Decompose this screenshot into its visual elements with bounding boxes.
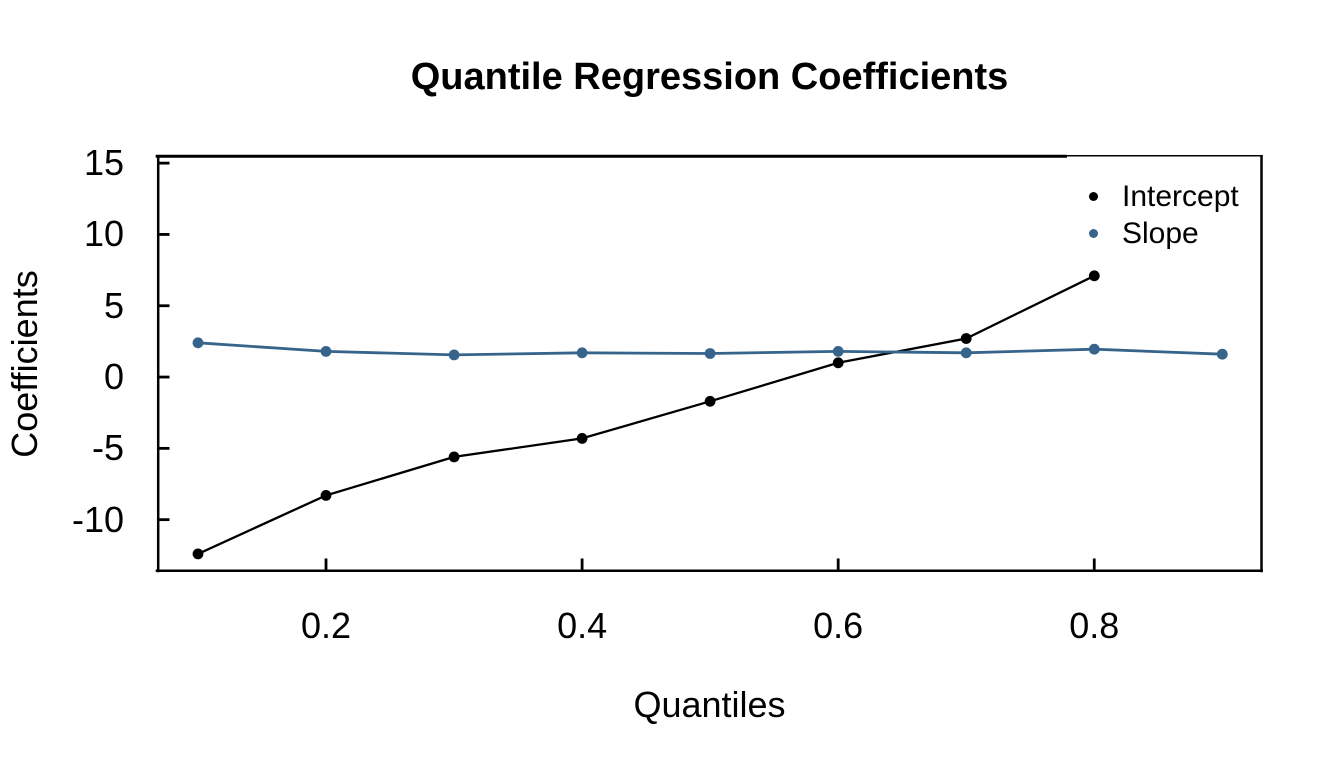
data-point-slope: [832, 346, 844, 357]
y-tick-label: 15: [83, 142, 124, 184]
x-tick-label: 0.2: [300, 605, 352, 646]
legend-item-slope: Slope: [1089, 215, 1239, 252]
x-axis-title: Quantiles: [633, 684, 786, 725]
legend-item-intercept: Intercept: [1089, 178, 1239, 215]
series-line-intercept: [197, 274, 1095, 555]
data-point-intercept: [704, 395, 716, 407]
slope-point-icon: [1089, 229, 1098, 238]
y-tick-label: -5: [91, 427, 124, 469]
data-point-slope: [1216, 348, 1228, 360]
y-tick-label: -10: [71, 498, 124, 540]
data-point-slope: [576, 347, 588, 359]
data-point-slope: [1088, 343, 1100, 355]
data-point-intercept: [448, 451, 460, 463]
x-tick-label: 0.6: [813, 605, 864, 646]
data-point-slope: [960, 347, 972, 359]
x-tick-label: 0.4: [557, 605, 608, 646]
data-point-slope: [320, 346, 332, 357]
data-point-intercept: [320, 490, 332, 501]
legend-label-slope: Slope: [1122, 217, 1199, 250]
data-point-intercept: [832, 357, 844, 369]
data-point-slope: [192, 337, 204, 349]
y-tick-label: 0: [103, 356, 124, 398]
legend: Intercept Slope: [1089, 178, 1239, 252]
chart-title: Quantile Regression Coefficients: [410, 56, 1009, 98]
data-point-slope: [704, 348, 716, 359]
data-point-intercept: [576, 433, 588, 444]
x-tick-label: 0.8: [1069, 605, 1120, 646]
data-point-intercept: [192, 548, 204, 560]
y-tick-label: 5: [103, 284, 124, 326]
data-point-slope: [448, 349, 460, 361]
y-tick-label: 10: [83, 213, 124, 255]
legend-label-intercept: Intercept: [1122, 180, 1239, 213]
data-point-intercept: [1088, 270, 1100, 282]
intercept-point-icon: [1089, 192, 1098, 201]
data-point-intercept: [960, 333, 972, 344]
